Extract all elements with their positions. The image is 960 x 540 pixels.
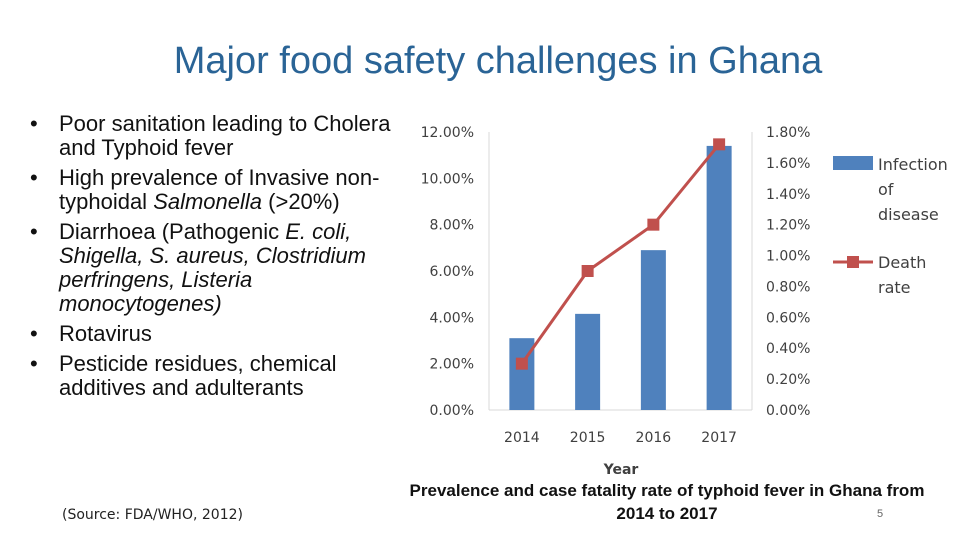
- left-tick-label: 0.00%: [430, 403, 474, 419]
- left-tick-label: 8.00%: [430, 218, 474, 234]
- page-number: 5: [877, 508, 884, 520]
- legend-bar-swatch: [833, 156, 873, 170]
- right-tick-label: 1.40%: [766, 187, 810, 203]
- right-tick-label: 0.60%: [766, 310, 810, 326]
- x-tick-label: 2017: [701, 430, 737, 446]
- left-tick-label: 4.00%: [430, 310, 474, 326]
- bullet-item: Diarrhoea (Pathogenic E. coli, Shigella,…: [30, 220, 400, 316]
- left-tick-label: 12.00%: [421, 125, 474, 141]
- right-tick-label: 1.60%: [766, 156, 810, 172]
- bar: [706, 145, 732, 410]
- bullet-text: Rotavirus: [59, 321, 152, 346]
- left-tick-label: 2.00%: [430, 357, 474, 373]
- bullet-text: Pesticide residues, chemical additives a…: [59, 351, 337, 400]
- x-tick-label: 2015: [570, 430, 606, 446]
- right-tick-label: 1.00%: [766, 249, 810, 265]
- bullet-text: (>20%): [262, 189, 340, 214]
- right-tick-label: 1.80%: [766, 125, 810, 141]
- line-point: [647, 218, 660, 231]
- right-tick-label: 0.00%: [766, 403, 810, 419]
- left-tick-label: 10.00%: [421, 171, 474, 187]
- bullet-item: Rotavirus: [30, 321, 400, 347]
- right-tick-label: 1.20%: [766, 218, 810, 234]
- right-tick-label: 0.80%: [766, 279, 810, 295]
- line-point: [515, 357, 528, 370]
- bullet-item: Poor sanitation leading to Cholera and T…: [30, 112, 400, 160]
- bullet-list: Poor sanitation leading to Cholera and T…: [30, 112, 400, 406]
- legend-label: Death: [878, 253, 926, 272]
- line-point: [581, 265, 594, 277]
- legend-label: of: [878, 180, 894, 199]
- line-point: [713, 138, 726, 151]
- bullet-text: E. coli, Shigella, S. aureus, Clostridiu…: [59, 219, 366, 316]
- legend-line-marker: [847, 256, 859, 268]
- bar: [575, 313, 601, 410]
- bullet-text: Diarrhoea (Pathogenic: [59, 219, 286, 244]
- x-tick-label: 2014: [504, 430, 540, 446]
- right-tick-label: 0.20%: [766, 372, 810, 388]
- death-rate-line: [520, 143, 721, 365]
- legend-label: rate: [878, 278, 911, 297]
- bullet-text: Poor sanitation leading to Cholera and T…: [59, 111, 391, 160]
- legend-label: disease: [878, 205, 939, 224]
- x-axis-title: Year: [603, 462, 639, 478]
- right-tick-label: 0.40%: [766, 341, 810, 357]
- x-tick-label: 2016: [636, 430, 672, 446]
- slide-title: Major food safety challenges in Ghana: [173, 40, 823, 82]
- left-tick-label: 6.00%: [430, 264, 474, 280]
- source-note: (Source: FDA/WHO, 2012): [62, 507, 243, 523]
- legend-label: Infection: [878, 155, 948, 174]
- bullet-text: Salmonella: [153, 189, 263, 214]
- bullet-item: Pesticide residues, chemical additives a…: [30, 352, 400, 400]
- chart-caption: Prevalence and case fatality rate of typ…: [409, 481, 925, 523]
- bullet-item: High prevalence of Invasive non-typhoida…: [30, 166, 400, 214]
- bullet-text: High prevalence of Invasive non-typhoida…: [59, 165, 380, 214]
- bar: [640, 250, 666, 410]
